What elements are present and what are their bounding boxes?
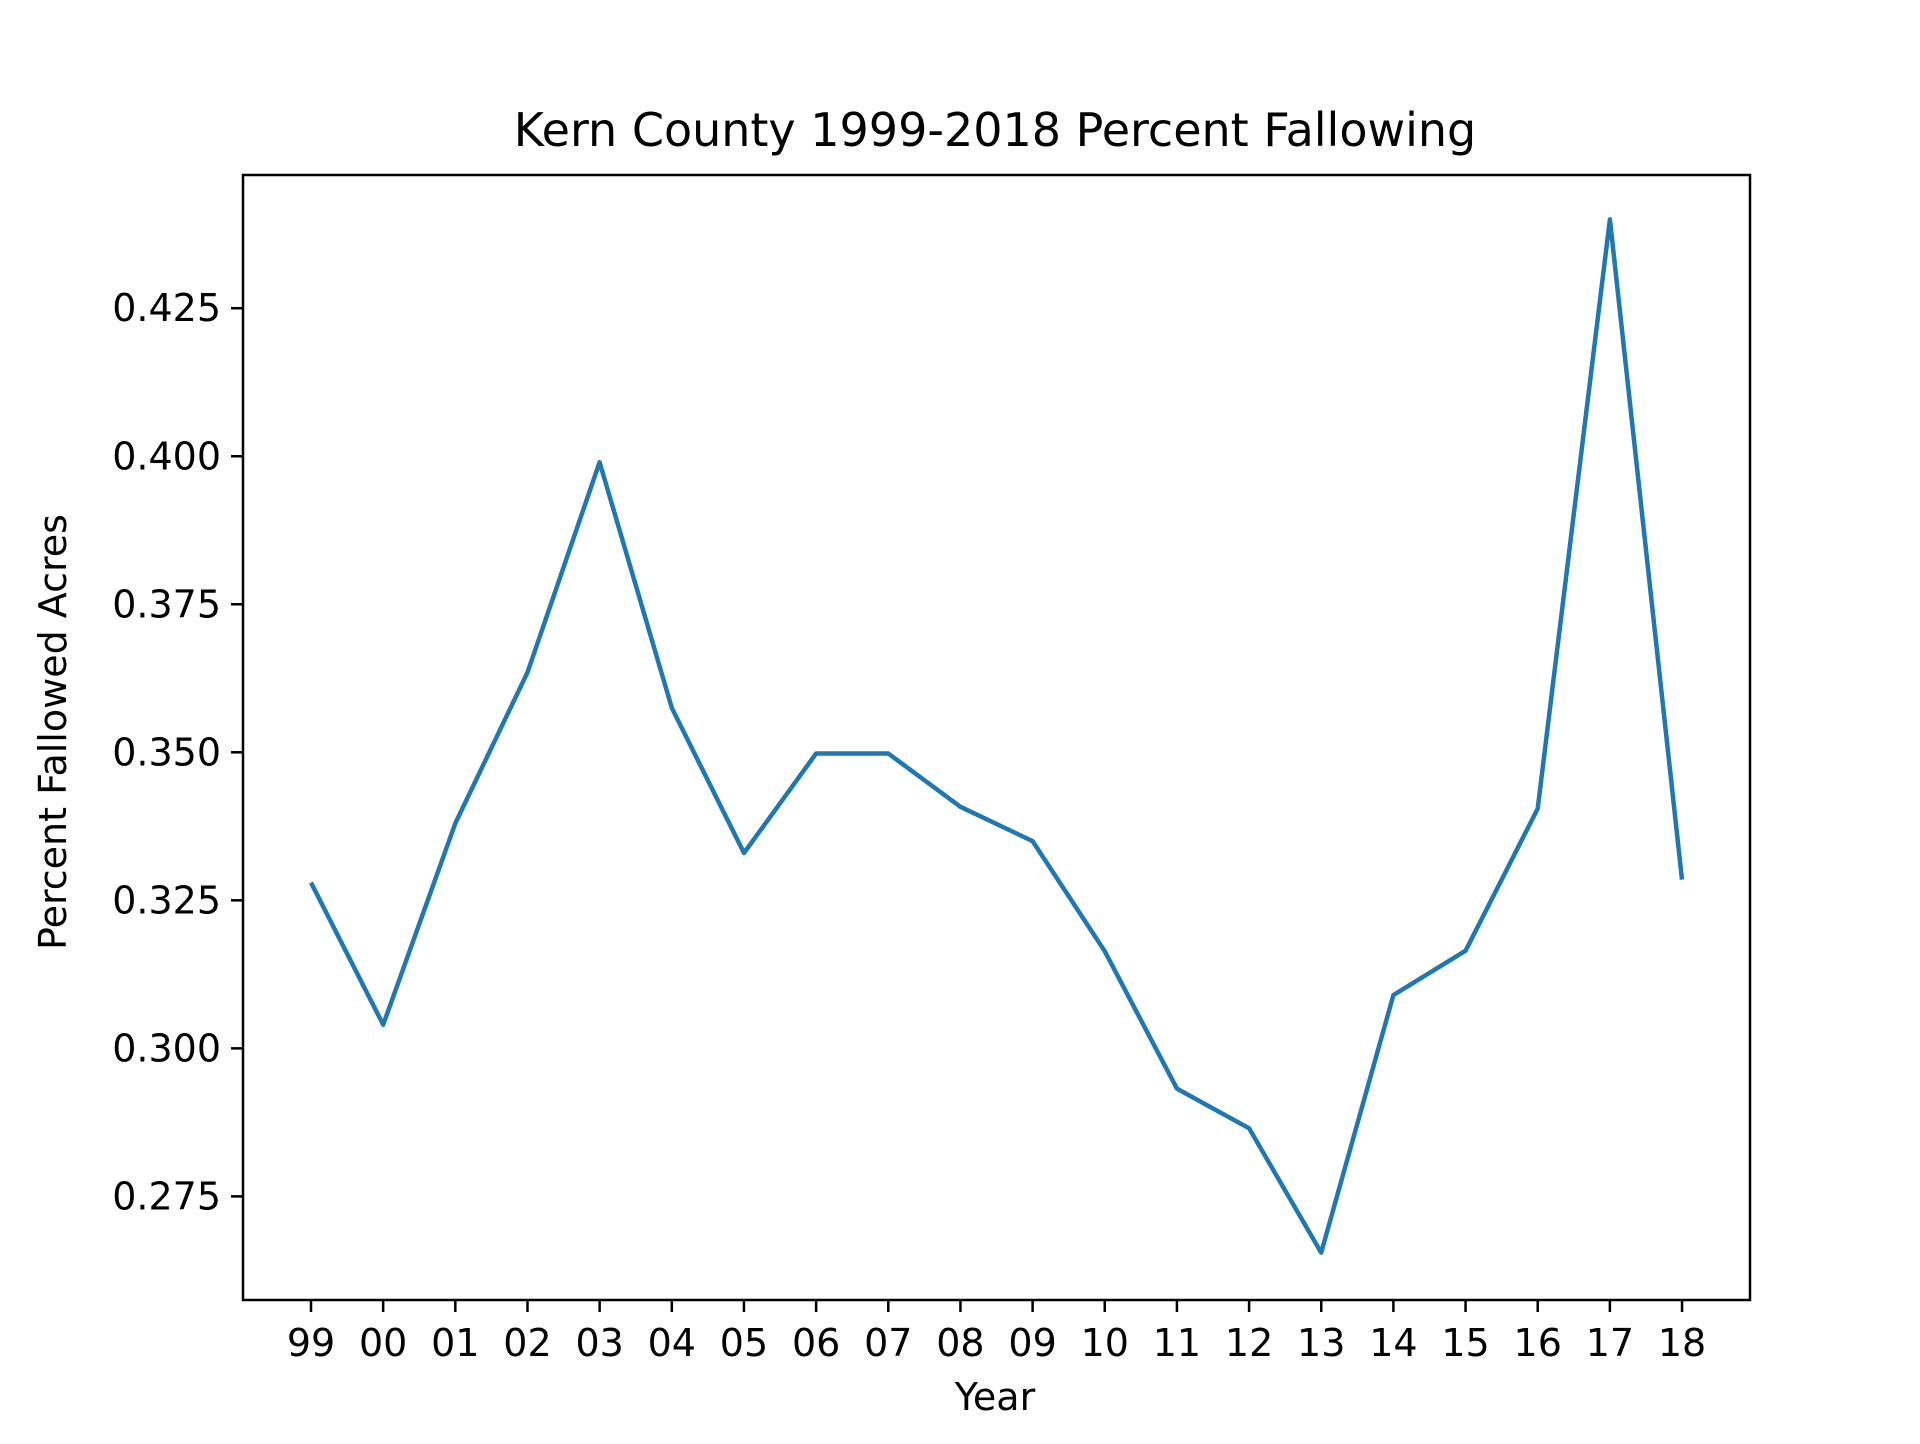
x-tick-label: 12 [1225, 1321, 1273, 1365]
y-tick-label: 0.425 [112, 286, 221, 330]
x-tick-label: 18 [1658, 1321, 1706, 1365]
x-tick-label: 17 [1586, 1321, 1634, 1365]
x-tick-label: 99 [287, 1321, 335, 1365]
chart-title: Kern County 1999-2018 Percent Fallowing [514, 103, 1476, 157]
y-tick-label: 0.375 [112, 582, 221, 626]
x-tick-label: 01 [431, 1321, 479, 1365]
x-axis-label: Year [954, 1375, 1036, 1419]
y-tick-label: 0.275 [112, 1174, 221, 1218]
x-tick-label: 08 [936, 1321, 984, 1365]
x-tick-label: 16 [1514, 1321, 1562, 1365]
y-tick-label: 0.350 [112, 730, 221, 774]
y-tick-label: 0.400 [112, 434, 221, 478]
x-tick-label: 02 [503, 1321, 551, 1365]
x-tick-label: 11 [1153, 1321, 1201, 1365]
x-tick-label: 05 [720, 1321, 768, 1365]
x-tick-label: 13 [1297, 1321, 1345, 1365]
x-tick-label: 14 [1369, 1321, 1417, 1365]
y-axis-label: Percent Fallowed Acres [31, 514, 75, 950]
y-tick-label: 0.325 [112, 878, 221, 922]
plot-area: 0.275 0.300 0.325 0.350 0.375 0.400 0.425 99 00 0… [112, 173, 1752, 1365]
x-tick-label: 06 [792, 1321, 840, 1365]
y-tick-label: 0.300 [112, 1026, 221, 1070]
x-tick-label: 03 [575, 1321, 623, 1365]
x-tick-label: 07 [864, 1321, 912, 1365]
x-tick-label: 00 [359, 1321, 407, 1365]
x-tick-label: 10 [1081, 1321, 1129, 1365]
x-tick-label: 09 [1008, 1321, 1056, 1365]
series-line [308, 217, 1685, 1255]
x-tick-label: 04 [648, 1321, 696, 1365]
plot-frame [241, 173, 1752, 1302]
x-tick-label: 15 [1441, 1321, 1489, 1365]
